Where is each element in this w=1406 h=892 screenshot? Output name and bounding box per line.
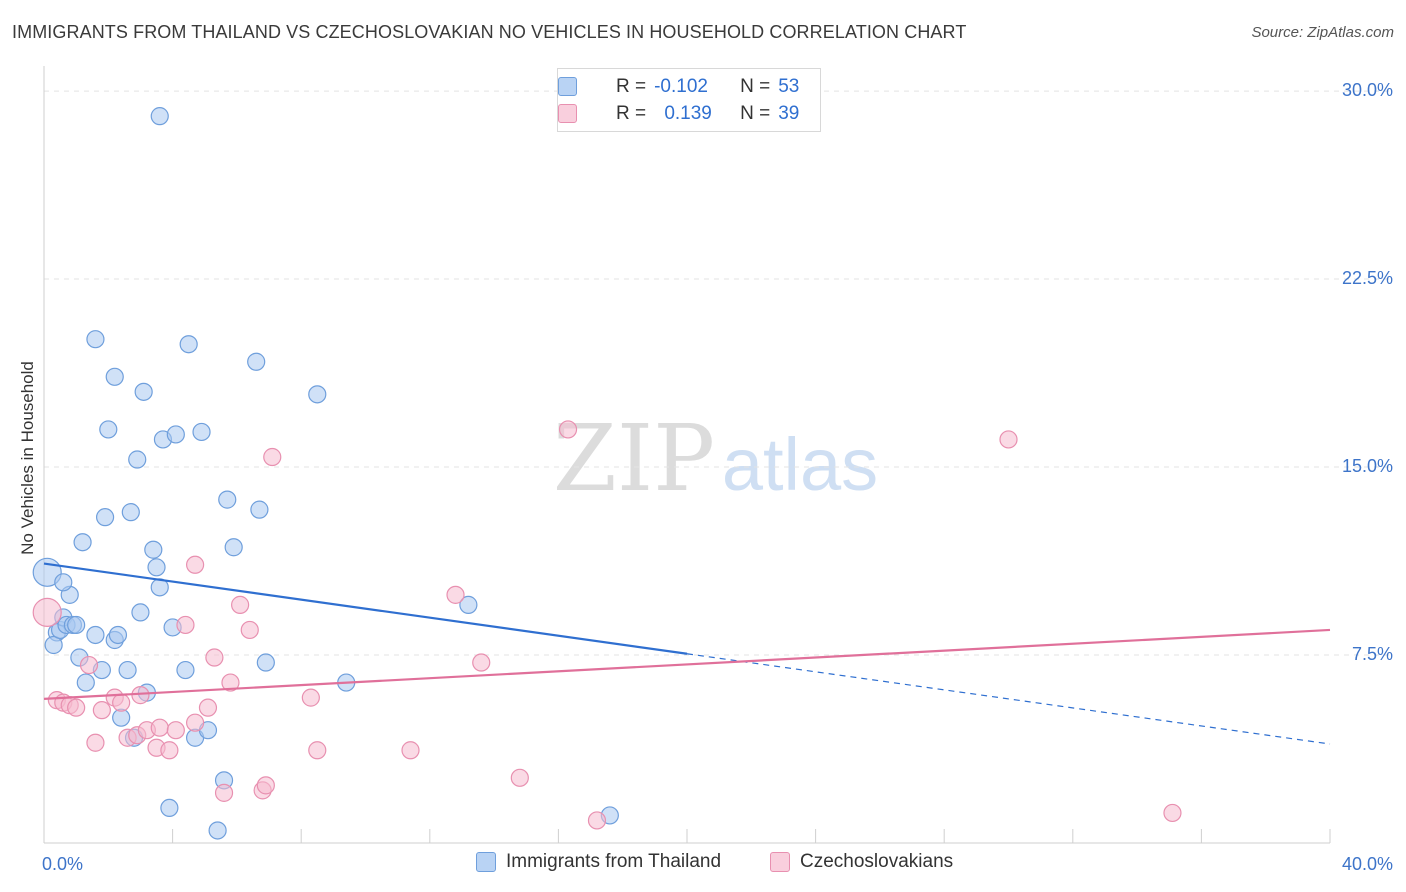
thailand-point	[108, 625, 128, 645]
thailand-point	[44, 635, 63, 655]
y-tick-label: 22.5%	[1342, 268, 1393, 288]
chart-legend: Immigrants from Thailand Czechoslovakian…	[0, 851, 1406, 879]
thailand-point	[144, 540, 163, 559]
czechoslovakian-point	[166, 721, 185, 740]
thailand-point	[134, 382, 153, 401]
legend-item-thailand[interactable]: Immigrants from Thailand	[476, 851, 721, 873]
czechoslovakian-point	[32, 597, 62, 628]
czechoslovakian-trend-line	[43, 628, 1331, 700]
source-label: Source: ZipAtlas.com	[1251, 24, 1394, 41]
thailand-point	[99, 420, 118, 439]
thailand-point	[250, 500, 269, 519]
thailand-point	[218, 490, 237, 509]
czechoslovakian-point	[214, 783, 234, 802]
czechoslovakian-point	[186, 713, 205, 732]
x-tick-label: 0.0%	[42, 854, 83, 874]
stats-n-value: 53	[778, 76, 800, 97]
x-tick-label: 40.0%	[1342, 854, 1393, 874]
czechoslovakian-point	[160, 741, 179, 760]
czechoslovakian-point	[67, 698, 86, 717]
y-tick-label: 15.0%	[1342, 456, 1393, 476]
thailand-point	[308, 385, 327, 404]
czechoslovakian-point	[256, 776, 275, 795]
thailand-point	[121, 503, 140, 522]
czechoslovakian-point	[231, 595, 250, 614]
czechoslovakian-point	[240, 620, 259, 640]
thailand-point	[459, 595, 478, 614]
thailand-point	[76, 673, 95, 692]
thailand-point	[67, 615, 86, 635]
czechoslovakian-point	[92, 701, 111, 720]
stats-row-czechoslovakians: R = 0.139 N = 39	[558, 101, 800, 127]
thailand-point	[86, 625, 105, 645]
thailand-point	[256, 653, 275, 672]
czechoslovakian-point	[446, 585, 465, 604]
thailand-point	[160, 798, 179, 818]
czechoslovakian-point	[472, 653, 491, 672]
thailand-point	[150, 107, 169, 126]
watermark-atlas: atlas	[722, 423, 878, 506]
czechoslovakian-point	[587, 811, 607, 830]
czechoslovakian-point	[510, 768, 529, 787]
czechoslovakian-point	[79, 655, 99, 675]
chart-title: IMMIGRANTS FROM THAILAND VS CZECHOSLOVAK…	[12, 22, 967, 42]
thailand-point	[192, 422, 211, 442]
stats-r-value: 0.139	[664, 103, 712, 124]
watermark-zip: ZIP	[553, 405, 715, 512]
thailand-point	[95, 508, 115, 527]
czechoslovakian-point	[205, 648, 224, 667]
czechoslovakian-point	[86, 733, 105, 752]
czechoslovakian-point	[176, 615, 195, 635]
czechoslovakian-point	[301, 688, 320, 707]
thailand-point	[179, 335, 198, 354]
stats-r-label: R =	[616, 76, 647, 97]
thailand-point	[166, 425, 185, 444]
thailand-point	[73, 533, 92, 552]
czechoslovakian-point	[1163, 803, 1182, 823]
stats-n-label: N =	[740, 76, 771, 97]
thailand-point	[128, 450, 147, 469]
thailand-point	[54, 573, 73, 592]
thailand-point	[176, 660, 195, 680]
stats-n-label: N =	[740, 103, 771, 124]
legend-swatch-thailand	[476, 852, 496, 872]
thailand-point	[147, 558, 166, 577]
thailand-point	[105, 367, 124, 386]
y-tick-label: 30.0%	[1342, 80, 1393, 100]
thailand-point	[86, 330, 105, 349]
stats-r-label: R =	[616, 103, 647, 124]
stats-row-thailand: R = -0.102 N = 53	[558, 74, 800, 100]
thailand-trend-extension	[686, 653, 1331, 745]
czechoslovakian-point	[401, 741, 420, 760]
thailand-trend-line	[43, 562, 688, 655]
thailand-point	[131, 603, 150, 622]
legend-label-czechoslovakians: Czechoslovakians	[800, 851, 954, 872]
czechoslovakian-point	[150, 718, 169, 737]
czechoslovakian-point	[558, 420, 578, 439]
thailand-point	[247, 352, 266, 371]
thailand-point	[224, 538, 243, 557]
czechoslovakian-point	[186, 555, 205, 574]
czechoslovakian-point	[198, 698, 218, 717]
correlation-stats-box: R = -0.102 N = 53 R = 0.139 N = 39	[557, 68, 821, 132]
stats-swatch-thailand	[558, 77, 577, 96]
y-tick-label: 7.5%	[1352, 644, 1393, 664]
czechoslovakian-point	[112, 693, 131, 712]
stats-r-value: -0.102	[654, 76, 708, 97]
thailand-point	[208, 821, 227, 840]
legend-label-thailand: Immigrants from Thailand	[506, 851, 722, 872]
legend-item-czechoslovakians[interactable]: Czechoslovakians	[770, 851, 953, 873]
thailand-point	[118, 660, 137, 680]
czechoslovakian-point	[263, 447, 282, 467]
legend-swatch-czechoslovakians	[770, 852, 790, 872]
czechoslovakian-point	[221, 673, 240, 692]
czechoslovakian-point	[308, 741, 327, 760]
stats-n-value: 39	[778, 103, 800, 124]
stats-swatch-czechoslovakians	[558, 104, 577, 123]
czechoslovakian-point	[999, 430, 1018, 449]
